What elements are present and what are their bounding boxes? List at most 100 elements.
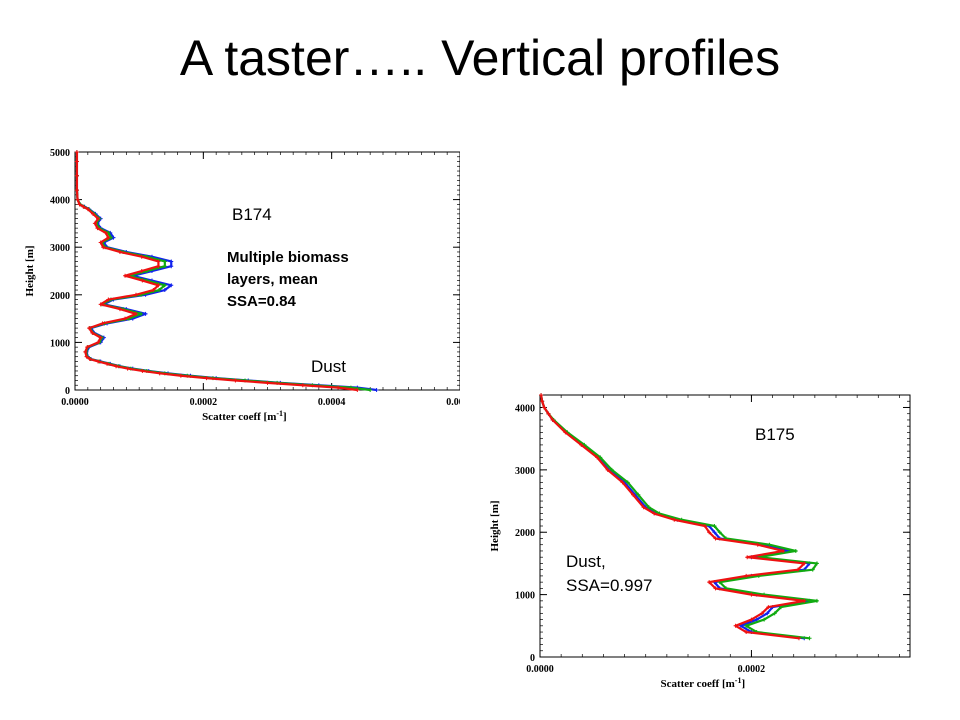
b175-axes: 0.0000 0.0002 0 1000 2000 3000 4000 Scatter coe… [489,394,911,690]
y-tick-label: 3000 [50,243,70,254]
data-point [156,259,161,264]
data-point [87,357,92,362]
data-point [105,361,110,366]
data-point [140,278,145,283]
data-point [103,230,108,235]
data-point [162,288,167,293]
x-tick-label: 0.0000 [61,397,89,408]
data-point [83,349,88,354]
data-point [123,273,128,278]
data-point [755,542,760,547]
data-point [233,378,238,383]
data-point [368,388,373,392]
data-point [707,580,712,585]
data-point [795,567,800,572]
data-point [807,636,812,641]
x-tick-label: 0.0002 [190,397,218,408]
b175-profile-chart: 0.0000 0.0002 0 1000 2000 3000 4000 Scatter coe… [489,393,911,690]
data-point [802,561,807,566]
data-point [609,467,614,472]
x-tick-label: 0.0000 [526,664,554,675]
data-point [157,371,162,376]
data-point [143,311,148,316]
data-point [74,159,79,164]
data-point [539,393,544,397]
data-point [707,530,712,535]
data-point [749,592,754,597]
data-point [98,240,103,245]
b174-dust-label: Dust [311,357,346,376]
x-tick-label: 0.0004 [318,397,346,408]
data-point [374,388,379,392]
data-point [733,623,738,628]
data-point [781,548,786,553]
data-point [162,264,167,269]
y-tick-label: 2000 [515,528,535,539]
data-point [712,530,717,535]
data-point [151,288,156,293]
data-point [797,636,801,641]
series-2 [74,150,360,392]
b175-note: Dust, SSA=0.997 [566,550,653,598]
data-point [814,598,819,603]
x-axis-title: Scatter coeff [m-1] [660,676,745,690]
data-point [810,567,815,572]
data-point [204,376,209,381]
y-tick-label: 3000 [515,466,535,477]
data-point [702,524,707,528]
data-point [98,302,103,307]
y-tick-label: 0 [530,653,535,664]
data-point [106,235,111,240]
y-tick-label: 5000 [50,148,70,159]
data-point [814,561,819,566]
data-point [336,385,341,390]
data-point [169,264,174,269]
y-axis-title: Height [m] [489,500,501,551]
data-point [133,292,138,297]
b174-data-marks [74,150,379,392]
y-axis-title: Height [m] [24,245,36,296]
data-point [157,288,162,293]
b174-note-line: Multiple biomass [227,249,349,266]
data-point [793,548,798,553]
data-point [117,307,122,312]
data-point [95,226,100,231]
data-point [77,202,82,207]
data-point [96,359,101,364]
data-point [85,345,90,350]
data-point [625,480,630,485]
data-point [595,455,600,460]
data-point [133,311,138,316]
data-point [101,245,106,250]
data-point [162,259,167,264]
data-point [140,368,145,373]
x-axis-title: Scatter coeff [m-1] [202,409,287,423]
y-tick-label: 4000 [515,403,535,414]
b174-note: Multiple biomass layers, mean SSA=0.84 [227,247,349,313]
data-point [90,330,95,335]
data-point [713,536,718,541]
data-point [546,411,551,416]
data-point [745,555,750,560]
data-point [156,264,161,269]
data-point [84,354,89,359]
data-point [92,221,97,226]
data-point [74,188,79,193]
data-point [300,383,305,388]
series-2 [539,393,807,641]
b175-data-marks [539,393,819,641]
data-point [760,611,764,616]
plot-frame [539,394,911,658]
data-point [641,505,646,510]
data-point [631,492,636,497]
data-point [75,197,80,202]
y-tick-label: 2000 [50,291,70,302]
data-point [749,617,754,622]
data-point [81,204,86,209]
data-point [139,311,144,316]
data-point [74,150,79,154]
data-point [125,366,130,371]
data-point [169,283,174,288]
data-point [744,573,749,578]
b174-note-line: layers, mean [227,271,318,288]
